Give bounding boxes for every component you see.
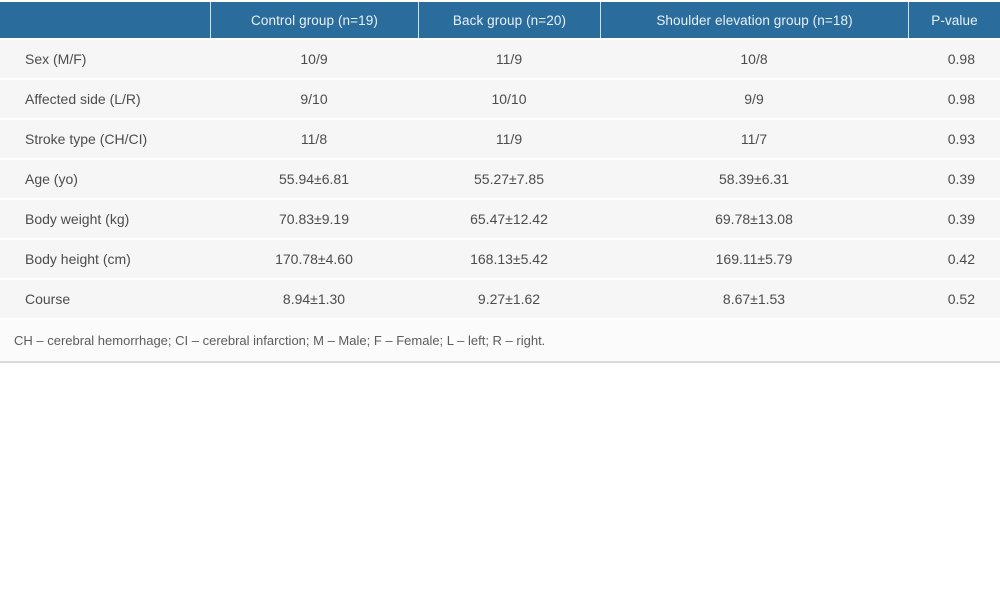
cell-shoulder-value: 9/9 [744, 91, 764, 107]
cell-control-value: 10/9 [300, 51, 328, 67]
cell-shoulder-value: 169.11±5.79 [715, 251, 793, 267]
row-label: Body weight (kg) [25, 211, 130, 227]
row-label: Sex (M/F) [25, 51, 87, 67]
cell-back-value: 9.27±1.62 [477, 291, 541, 307]
cell-shoulder-value: 10/8 [740, 51, 768, 67]
cell-control-value: 55.94±6.81 [279, 171, 349, 187]
table-row-stroke-type: Stroke type (CH/CI) 11/8 11/9 11/7 0.93 [0, 120, 1000, 158]
cell-back-value: 65.47±12.42 [470, 211, 548, 227]
cell-p-value: 0.42 [947, 251, 975, 267]
header-p-value: P-value [908, 2, 1000, 38]
footnote-text: CH – cerebral hemorrhage; CI – cerebral … [14, 333, 546, 348]
table-row-course: Course 8.94±1.30 9.27±1.62 8.67±1.53 0.5… [0, 280, 1000, 318]
table-header-row: Control group (n=19) Back group (n=20) S… [0, 2, 1000, 38]
table-row-body-height: Body height (cm) 170.78±4.60 168.13±5.42… [0, 240, 1000, 278]
table-footnote: CH – cerebral hemorrhage; CI – cerebral … [0, 320, 1000, 363]
cell-p-value: 0.39 [947, 211, 975, 227]
cell-back-value: 168.13±5.42 [470, 251, 548, 267]
cell-shoulder-value: 58.39±6.31 [719, 171, 789, 187]
cell-back-value: 10/10 [491, 91, 527, 107]
cell-p-value: 0.39 [947, 171, 975, 187]
cell-back-value: 55.27±7.85 [474, 171, 544, 187]
cell-p-value: 0.93 [947, 131, 975, 147]
cell-back-value: 11/9 [495, 51, 523, 67]
row-label: Age (yo) [25, 171, 78, 187]
header-back-group: Back group (n=20) [418, 2, 600, 38]
cell-back-value: 11/9 [495, 131, 523, 147]
cell-shoulder-value: 69.78±13.08 [715, 211, 793, 227]
table-row-sex: Sex (M/F) 10/9 11/9 10/8 0.98 [0, 40, 1000, 78]
table-row-affected-side: Affected side (L/R) 9/10 10/10 9/9 0.98 [0, 80, 1000, 118]
header-shoulder-elevation-group: Shoulder elevation group (n=18) [600, 2, 908, 38]
table-row-body-weight: Body weight (kg) 70.83±9.19 65.47±12.42 … [0, 200, 1000, 238]
row-label: Affected side (L/R) [25, 91, 141, 107]
row-label: Course [25, 291, 71, 307]
cell-control-value: 11/8 [300, 131, 328, 147]
cell-control-value: 70.83±9.19 [279, 211, 349, 227]
cell-shoulder-value: 8.67±1.53 [722, 291, 786, 307]
baseline-characteristics-table: Control group (n=19) Back group (n=20) S… [0, 2, 1000, 363]
header-control-group: Control group (n=19) [210, 2, 418, 38]
cell-p-value: 0.52 [947, 291, 975, 307]
cell-control-value: 170.78±4.60 [275, 251, 353, 267]
header-empty-cell [0, 2, 210, 38]
cell-control-value: 9/10 [300, 91, 328, 107]
cell-p-value: 0.98 [947, 51, 975, 67]
cell-p-value: 0.98 [947, 91, 975, 107]
cell-control-value: 8.94±1.30 [282, 291, 346, 307]
cell-shoulder-value: 11/7 [740, 131, 768, 147]
row-label: Body height (cm) [25, 251, 131, 267]
row-label: Stroke type (CH/CI) [25, 131, 148, 147]
table-row-age: Age (yo) 55.94±6.81 55.27±7.85 58.39±6.3… [0, 160, 1000, 198]
